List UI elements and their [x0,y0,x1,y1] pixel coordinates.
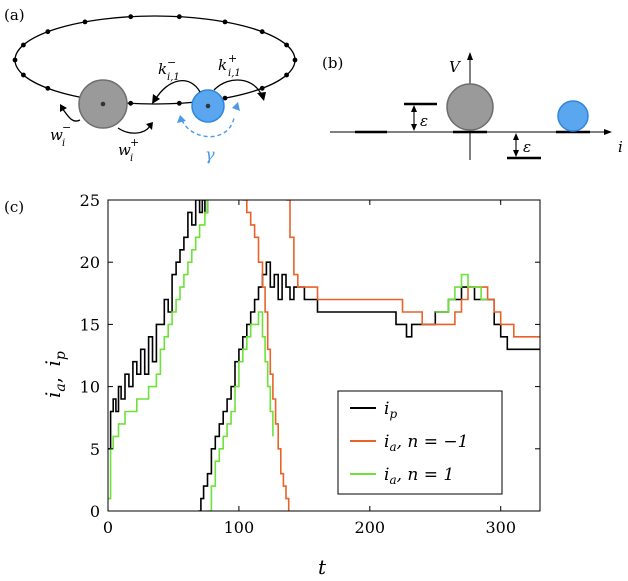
ring-site [259,29,265,35]
time-series-chart: 0 100 200 300 0 5 10 15 20 25 t ia, ip ip ia, n = … [41,191,541,579]
ring-site [284,42,289,48]
x-tick-label: 0 [103,518,113,537]
svg-text:+: + [228,52,237,65]
ring-site [176,14,182,20]
plot-frame [107,199,541,512]
ring-site [128,14,134,20]
svg-text:w: w [118,141,131,159]
ring-site [176,100,182,106]
legend: ip ia, n = −1 ia, n = 1 [337,390,503,495]
series-line-1 [198,261,540,511]
svg-text:k: k [158,60,167,78]
epsilon-upper-head-bottom [411,124,417,131]
svg-text:−: − [62,121,71,134]
k-minus-arrow [154,80,201,101]
ring-site [128,100,134,106]
ring-site [222,19,228,25]
ring-ellipse [14,15,296,105]
x-tick-label: 300 [485,518,516,537]
tick-layer: 0 100 200 300 0 5 10 15 20 25 [80,191,540,537]
potential-passive-particle [446,83,494,131]
epsilon-upper-head-top [411,105,417,112]
svg-text:i: i [62,138,65,149]
gamma-arrowhead-right [232,102,240,111]
passive-particle-center [100,101,106,107]
x-tick-label: 100 [224,518,255,537]
series-line-3 [286,200,540,338]
panel-b-label: (b) [322,54,343,72]
svg-text:i,1: i,1 [228,68,241,79]
w-plus-arrow [117,125,151,134]
y-axis-label: ia, ip [41,351,69,398]
ring-site [222,95,228,101]
k-plus-arrowhead [257,92,266,101]
ring-sites [12,14,298,106]
ring-site [292,57,298,63]
gamma-label: γ [205,145,215,164]
epsilon-lower-head-top [513,133,519,140]
y-tick-label: 25 [80,191,100,210]
ring-site [12,57,18,63]
ring-site [21,42,26,48]
epsilon-lower-head-bottom [513,150,519,157]
series-layer [108,200,540,511]
potential-x-axis-label: i [618,138,623,156]
potential-y-axis-arrow [467,52,473,60]
svg-text:k: k [218,56,227,74]
k-minus-arrowhead [152,94,160,104]
series-line-5 [207,311,274,511]
ring-site [284,72,289,78]
ring-site [259,85,265,91]
legend-label-0: ip [384,399,397,421]
potential-diagram: i V ε ε [330,52,623,160]
panel-c-label: (c) [4,198,24,216]
ring-site [45,29,51,35]
series-line-0 [108,200,209,450]
legend-label-1: ia, n = −1 [384,432,468,454]
svg-text:−: − [167,56,176,69]
w-minus-arrow [61,107,81,122]
svg-text:i,1: i,1 [167,72,180,83]
epsilon-upper-label: ε [420,112,428,130]
gamma-arrowhead-left [177,115,186,123]
k-plus-arrow [213,79,263,97]
w-plus-arrowhead [146,122,153,130]
svg-text:w: w [50,126,63,144]
y-tick-label: 10 [80,378,100,397]
svg-text:ia, ip: ia, ip [41,351,69,398]
panel-a-label: (a) [4,6,25,24]
svg-text:+: + [130,136,139,149]
y-tick-label: 0 [90,502,100,521]
series-line-2 [242,200,290,511]
k-minus-label: k − i,1 [158,56,180,83]
w-minus-label: w − i [50,121,71,149]
legend-label-2: ia, n = 1 [384,465,454,487]
w-plus-label: w + i [118,136,139,164]
y-tick-label: 15 [80,315,100,334]
y-tick-label: 5 [90,440,100,459]
ring-site [82,19,88,25]
x-axis-label: t [318,555,327,579]
w-minus-arrowhead [60,104,67,112]
active-particle-center [205,103,211,109]
series-line-6 [435,273,488,313]
x-tick-label: 200 [355,518,386,537]
series-line-4 [108,200,209,500]
gamma-loop [181,117,235,138]
y-tick-label: 20 [80,253,100,272]
potential-active-particle [557,100,589,132]
svg-text:i: i [130,153,133,164]
potential-y-axis-label: V [449,58,462,76]
potential-x-axis-arrow [604,129,612,135]
k-plus-label: k + i,1 [218,52,241,79]
ring-diagram: k − i,1 k + i,1 w − i w + i γ [12,14,298,164]
ring-site [21,72,26,78]
ring-site [45,85,51,91]
epsilon-lower-label: ε [523,138,531,156]
